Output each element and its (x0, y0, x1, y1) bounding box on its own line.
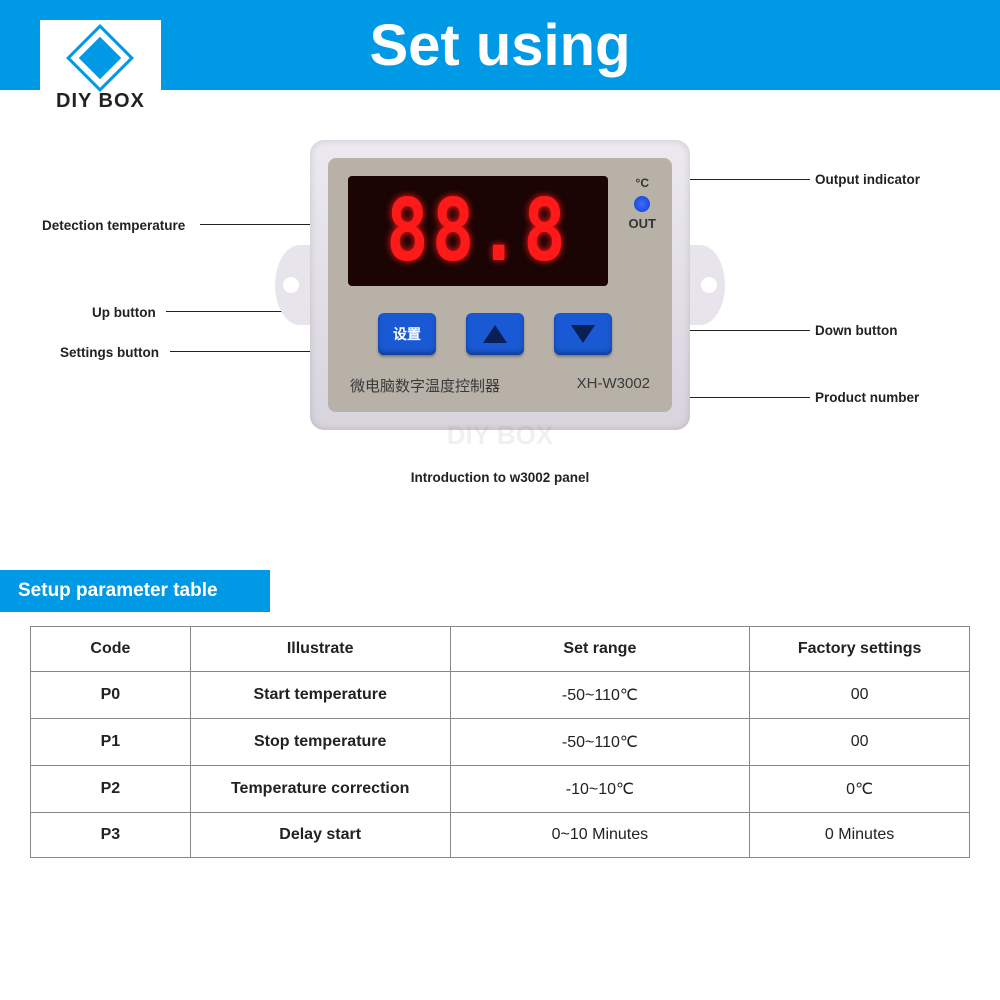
table-cell: P1 (31, 719, 191, 766)
led-display: 88.8 (348, 176, 608, 286)
table-row: P2Temperature correction-10~10℃0℃ (31, 766, 970, 813)
table-cell: P3 (31, 813, 191, 858)
display-value: 88.8 (387, 181, 570, 281)
degree-label: °C (629, 176, 656, 190)
page-title: Set using (369, 12, 630, 79)
table-cell: -50~110℃ (450, 672, 750, 719)
device-chinese-label: 微电脑数字温度控制器 (350, 375, 500, 396)
th-illustrate: Illustrate (190, 627, 450, 672)
table-cell: Stop temperature (190, 719, 450, 766)
button-row: 设置 (378, 313, 612, 355)
diagram-caption: Introduction to w3002 panel (0, 470, 1000, 485)
settings-button[interactable]: 设置 (378, 313, 436, 355)
table-cell: 00 (750, 719, 970, 766)
logo-text: DIY BOX (56, 90, 145, 113)
table-row: P0Start temperature-50~110℃00 (31, 672, 970, 719)
device-model: XH-W3002 (577, 375, 650, 396)
device: 88.8 °C OUT 设置 微电脑数字温度控制器 XH-W3002 (310, 140, 690, 430)
device-face: 88.8 °C OUT 设置 微电脑数字温度控制器 XH-W3002 (328, 158, 672, 412)
table-cell: 00 (750, 672, 970, 719)
callout-output-indicator: Output indicator (815, 172, 920, 187)
device-bottom-label: 微电脑数字温度控制器 XH-W3002 (328, 375, 672, 396)
table-row: P3Delay start0~10 Minutes0 Minutes (31, 813, 970, 858)
callout-detection-temp: Detection temperature (42, 218, 185, 233)
table-cell: P0 (31, 672, 191, 719)
device-body: 88.8 °C OUT 设置 微电脑数字温度控制器 XH-W3002 (310, 140, 690, 430)
table-row: P1Stop temperature-50~110℃00 (31, 719, 970, 766)
output-led-icon (634, 196, 650, 212)
table-header-row: Code Illustrate Set range Factory settin… (31, 627, 970, 672)
down-button[interactable] (554, 313, 612, 355)
settings-button-label: 设置 (393, 324, 421, 344)
table-cell: 0℃ (750, 766, 970, 813)
callout-down-button: Down button (815, 323, 897, 338)
th-range: Set range (450, 627, 750, 672)
table-cell: P2 (31, 766, 191, 813)
section-title: Setup parameter table (0, 570, 270, 612)
logo-icon (66, 24, 134, 92)
table-cell: Start temperature (190, 672, 450, 719)
callout-product-number: Product number (815, 390, 919, 405)
out-label: OUT (629, 216, 656, 231)
arrow-down-icon (571, 325, 595, 343)
table-cell: 0~10 Minutes (450, 813, 750, 858)
table-cell: -10~10℃ (450, 766, 750, 813)
output-indicator-group: °C OUT (629, 176, 656, 231)
callout-settings-button: Settings button (60, 345, 159, 360)
table-cell: 0 Minutes (750, 813, 970, 858)
logo: DIY BOX (40, 20, 161, 117)
table-cell: Delay start (190, 813, 450, 858)
callout-up-button: Up button (92, 305, 156, 320)
th-factory: Factory settings (750, 627, 970, 672)
th-code: Code (31, 627, 191, 672)
up-button[interactable] (466, 313, 524, 355)
arrow-up-icon (483, 325, 507, 343)
table-cell: -50~110℃ (450, 719, 750, 766)
table-cell: Temperature correction (190, 766, 450, 813)
parameter-table: Code Illustrate Set range Factory settin… (30, 626, 970, 858)
diagram-area: Detection temperature Up button Settings… (0, 110, 1000, 570)
